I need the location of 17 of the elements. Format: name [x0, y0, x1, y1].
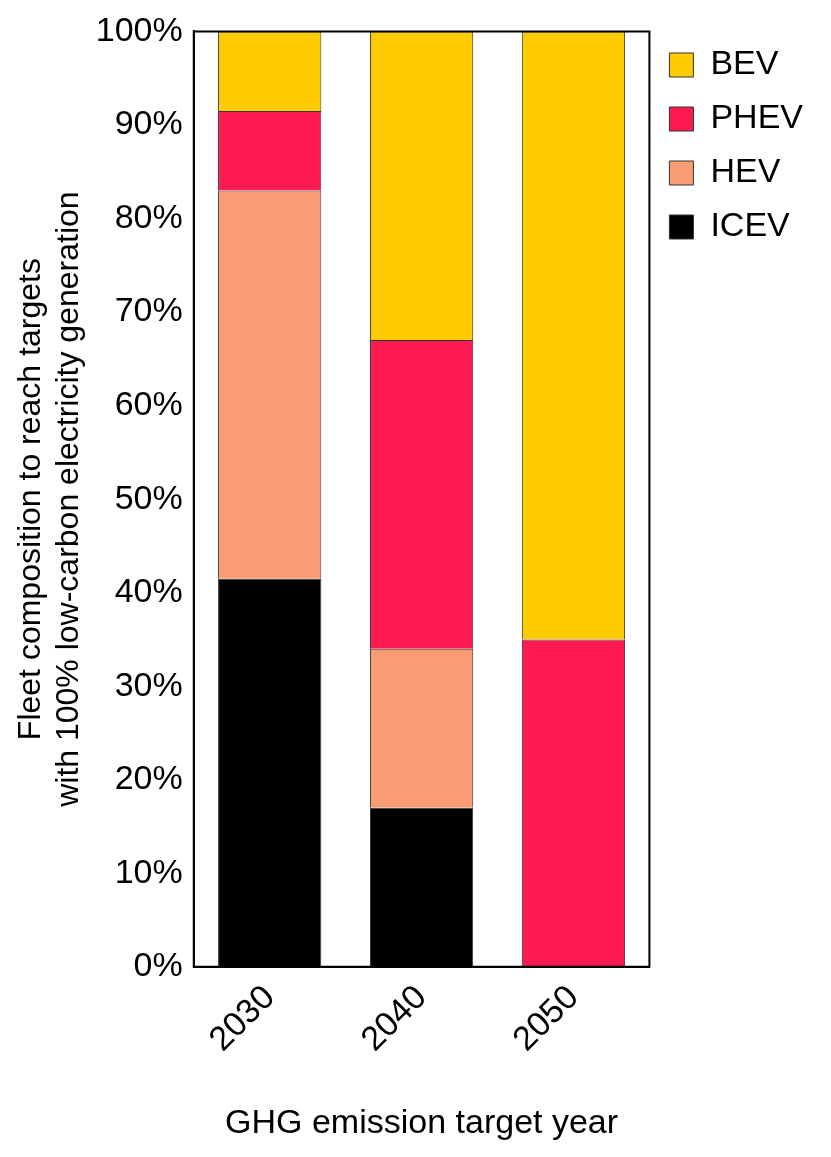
y-tick-label: 80% — [114, 196, 183, 235]
y-tick-label: 10% — [114, 851, 183, 890]
y-axis-title: Fleet composition to reach targets with 100% low-carbon electricity generation — [11, 191, 86, 808]
legend-label: HEV — [710, 151, 781, 190]
x-axis-title: GHG emission target year — [225, 1101, 619, 1140]
y-tick-label: 30% — [114, 664, 183, 703]
y-tick-label: 40% — [114, 571, 183, 610]
legend-label: ICEV — [710, 205, 791, 244]
y-tick-label: 90% — [114, 103, 183, 142]
y-tick-label: 0% — [133, 945, 183, 984]
legend-label: BEV — [710, 43, 779, 82]
y-tick-label: 100% — [95, 9, 183, 48]
y-tick-label: 60% — [114, 383, 183, 422]
y-tick-label: 20% — [114, 758, 183, 797]
legend-label: PHEV — [710, 97, 804, 136]
y-tick-label: 70% — [114, 290, 183, 329]
y-tick-label: 50% — [114, 477, 183, 516]
